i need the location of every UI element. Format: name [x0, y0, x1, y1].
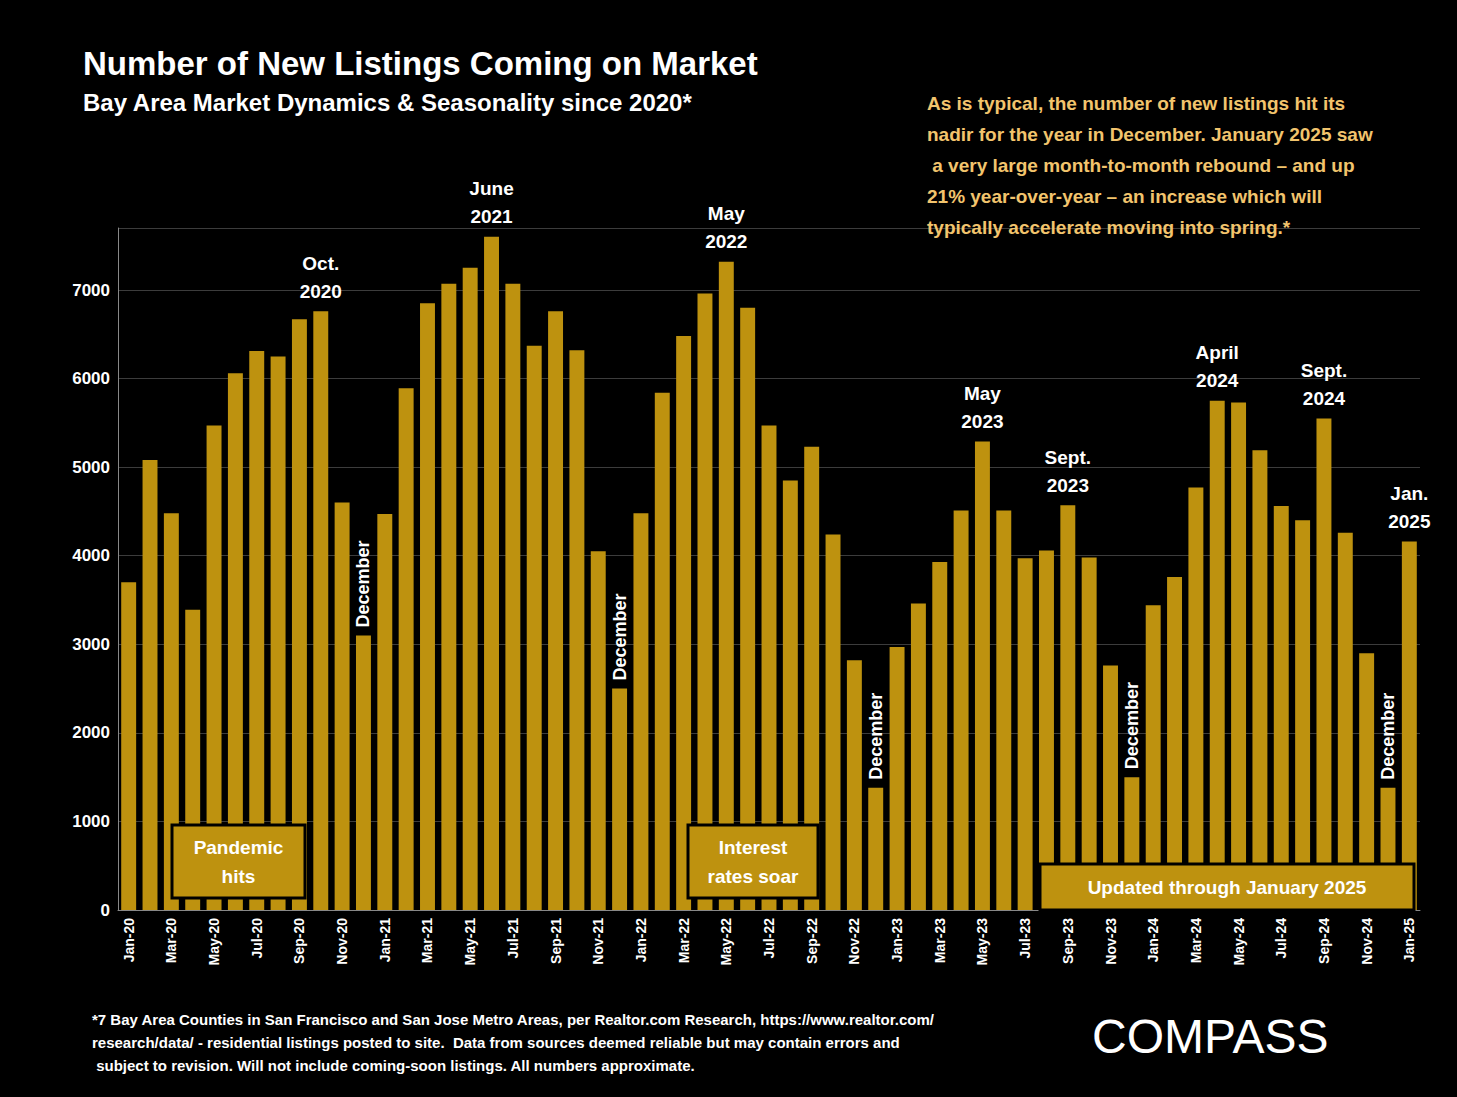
svg-text:*7 Bay Area Counties in San Fr: *7 Bay Area Counties in San Francisco an… — [92, 1011, 935, 1028]
svg-text:Jan.: Jan. — [1390, 483, 1428, 504]
svg-text:Jan-20: Jan-20 — [121, 918, 137, 963]
svg-text:Mar-23: Mar-23 — [932, 918, 948, 963]
svg-text:rates soar: rates soar — [708, 866, 799, 887]
svg-text:research/data/ - residential l: research/data/ - residential listings po… — [92, 1034, 900, 1051]
svg-text:May-21: May-21 — [462, 918, 478, 966]
svg-text:Jul-23: Jul-23 — [1017, 918, 1033, 959]
svg-text:a very large month-to-month re: a very large month-to-month rebound – an… — [927, 155, 1360, 176]
svg-text:Jul-21: Jul-21 — [505, 918, 521, 959]
svg-text:0: 0 — [101, 901, 110, 920]
svg-text:2020: 2020 — [300, 281, 342, 302]
svg-text:Pandemic: Pandemic — [194, 837, 284, 858]
svg-text:typically accelerate moving in: typically accelerate moving into spring.… — [927, 217, 1291, 238]
svg-text:2023: 2023 — [961, 411, 1003, 432]
svg-text:Nov-20: Nov-20 — [334, 918, 350, 965]
svg-text:Interest: Interest — [719, 837, 788, 858]
svg-text:7000: 7000 — [72, 281, 110, 300]
svg-text:2023: 2023 — [1047, 475, 1089, 496]
svg-text:Jan-24: Jan-24 — [1145, 918, 1161, 963]
svg-text:6000: 6000 — [72, 369, 110, 388]
svg-text:Nov-21: Nov-21 — [590, 918, 606, 965]
svg-text:Jan-25: Jan-25 — [1401, 918, 1417, 963]
svg-text:1000: 1000 — [72, 812, 110, 831]
svg-text:May-20: May-20 — [206, 918, 222, 966]
svg-text:Mar-20: Mar-20 — [163, 918, 179, 963]
svg-text:3000: 3000 — [72, 635, 110, 654]
svg-text:2024: 2024 — [1196, 370, 1239, 391]
svg-text:Nov-23: Nov-23 — [1103, 918, 1119, 965]
svg-text:December: December — [610, 594, 630, 681]
svg-text:2000: 2000 — [72, 723, 110, 742]
svg-text:December: December — [1122, 682, 1142, 769]
svg-text:2021: 2021 — [470, 206, 513, 227]
svg-text:Jul-22: Jul-22 — [761, 918, 777, 959]
svg-text:December: December — [353, 540, 373, 627]
svg-text:Sep-21: Sep-21 — [548, 918, 564, 964]
svg-text:December: December — [866, 693, 886, 780]
svg-text:Nov-22: Nov-22 — [846, 918, 862, 965]
svg-text:Jan-23: Jan-23 — [889, 918, 905, 963]
svg-text:Sep-24: Sep-24 — [1316, 918, 1332, 964]
svg-text:Nov-24: Nov-24 — [1359, 918, 1375, 965]
svg-text:Sep-23: Sep-23 — [1060, 918, 1076, 964]
svg-text:As is typical, the number of n: As is typical, the number of new listing… — [927, 93, 1350, 114]
svg-text:4000: 4000 — [72, 546, 110, 565]
svg-text:May-22: May-22 — [718, 918, 734, 966]
svg-text:Jan-22: Jan-22 — [633, 918, 649, 963]
svg-text:May: May — [964, 383, 1001, 404]
svg-text:Sep-22: Sep-22 — [804, 918, 820, 964]
svg-text:Jul-24: Jul-24 — [1273, 918, 1289, 959]
svg-text:hits: hits — [222, 866, 256, 887]
svg-text:Jul-20: Jul-20 — [249, 918, 265, 959]
svg-text:April: April — [1196, 342, 1239, 363]
svg-text:Sep-20: Sep-20 — [291, 918, 307, 964]
svg-text:Bay Area Market Dynamics & Sea: Bay Area Market Dynamics & Seasonality s… — [83, 89, 692, 116]
svg-text:Updated through January 2025: Updated through January 2025 — [1088, 877, 1367, 898]
svg-text:Mar-21: Mar-21 — [419, 918, 435, 963]
svg-text:2024: 2024 — [1303, 388, 1346, 409]
svg-text:Mar-24: Mar-24 — [1188, 918, 1204, 963]
svg-text:May-23: May-23 — [974, 918, 990, 966]
svg-text:December: December — [1378, 693, 1398, 780]
svg-text:Sept.: Sept. — [1301, 360, 1347, 381]
svg-text:May-24: May-24 — [1231, 918, 1247, 966]
svg-text:Sept.: Sept. — [1045, 447, 1091, 468]
svg-text:May: May — [708, 203, 745, 224]
svg-text:21% year-over-year – an increa: 21% year-over-year – an increase which w… — [927, 186, 1327, 207]
svg-text:June: June — [469, 178, 513, 199]
svg-text:subject to revision. Will not: subject to revision. Will not include co… — [92, 1057, 695, 1074]
svg-text:Jan-21: Jan-21 — [377, 918, 393, 963]
svg-text:2025: 2025 — [1388, 511, 1431, 532]
svg-text:Mar-22: Mar-22 — [676, 918, 692, 963]
svg-text:nadir for the year in December: nadir for the year in December. January … — [927, 124, 1373, 145]
svg-text:Oct.: Oct. — [302, 253, 339, 274]
svg-text:Number of New Listings Coming: Number of New Listings Coming on Market — [83, 45, 758, 82]
svg-text:5000: 5000 — [72, 458, 110, 477]
svg-text:COMPASS: COMPASS — [1092, 1010, 1328, 1063]
svg-text:2022: 2022 — [705, 231, 747, 252]
